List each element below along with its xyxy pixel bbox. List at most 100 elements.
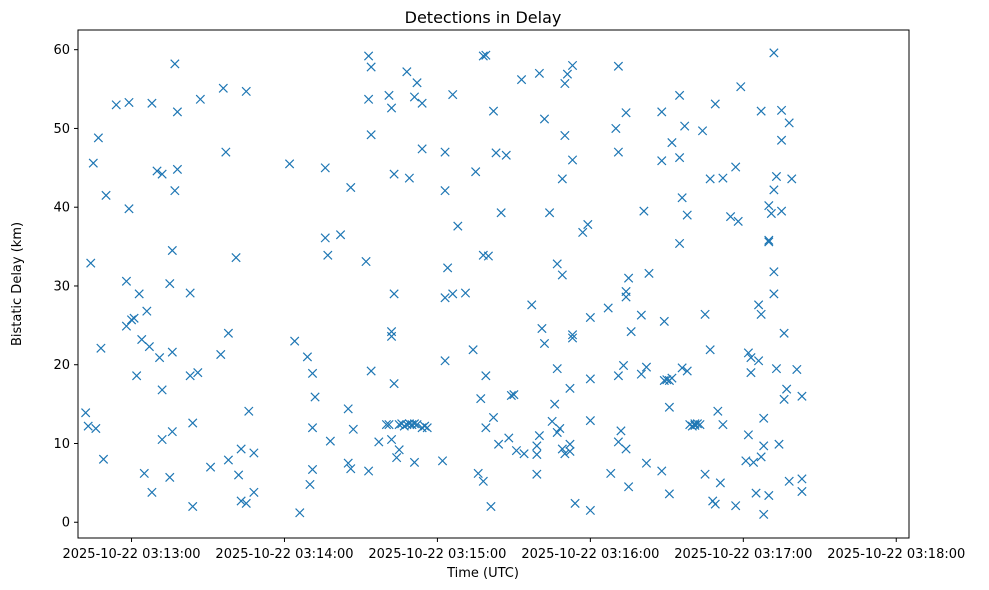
data-point [417, 144, 427, 154]
data-point [223, 328, 234, 338]
data-point [756, 309, 766, 319]
data-point [442, 263, 453, 273]
data-point [124, 97, 134, 108]
data-point [302, 352, 313, 362]
data-point [700, 309, 710, 319]
data-point [460, 288, 471, 298]
data-point [493, 439, 504, 449]
data-point [769, 289, 779, 299]
data-point [124, 204, 134, 214]
data-point [320, 233, 330, 243]
data-point [532, 469, 542, 479]
data-point [764, 235, 774, 245]
data-point [170, 59, 180, 69]
data-point [486, 501, 496, 512]
data-point [231, 252, 241, 263]
data-point [249, 448, 259, 458]
data-point [674, 152, 685, 163]
data-point [157, 385, 167, 395]
data-point [363, 94, 374, 104]
data-point [366, 62, 376, 72]
data-point [172, 164, 183, 175]
data-point [409, 419, 420, 429]
data-point [585, 505, 595, 516]
data-point [527, 300, 537, 310]
data-point [504, 433, 514, 443]
data-point [478, 51, 488, 61]
data-point [565, 383, 575, 393]
data-point [223, 455, 234, 465]
data-point [555, 423, 565, 434]
data-point [374, 437, 384, 447]
data-point [363, 466, 374, 476]
data-point [680, 121, 690, 131]
data-point [468, 345, 478, 355]
data-point [290, 336, 300, 346]
data-point [381, 419, 392, 430]
data-point [748, 457, 759, 468]
data-point [756, 106, 766, 116]
data-point [705, 174, 715, 184]
data-point [343, 404, 353, 414]
data-point [759, 509, 769, 519]
data-point [323, 250, 333, 260]
y-axis-label: Bistatic Delay (km) [10, 222, 25, 346]
data-point [402, 67, 412, 77]
data-point [519, 449, 529, 459]
data-point [361, 256, 371, 267]
data-point [167, 427, 177, 437]
data-point [562, 69, 573, 79]
data-point [710, 499, 720, 509]
data-point [731, 501, 741, 511]
data-point [440, 186, 450, 196]
data-point [506, 390, 516, 401]
data-point [346, 182, 356, 193]
data-point [759, 441, 769, 451]
data-point [697, 126, 708, 136]
data-point [677, 363, 687, 373]
data-point [132, 371, 142, 381]
data-point [121, 321, 132, 331]
data-point [705, 345, 715, 355]
data-point [776, 206, 787, 216]
x-tick-label: 2025-10-22 03:14:00 [215, 547, 353, 562]
data-point [366, 130, 376, 140]
data-point [188, 418, 198, 428]
data-point [567, 60, 578, 71]
data-point [386, 331, 397, 341]
data-point [532, 441, 542, 451]
data-point [481, 423, 491, 433]
data-point [759, 413, 769, 423]
data-point [320, 163, 330, 173]
data-point [241, 86, 251, 97]
data-point [606, 468, 616, 479]
data-point [552, 427, 562, 438]
data-point [534, 430, 545, 441]
data-point [511, 445, 522, 456]
data-point [733, 216, 743, 227]
data-point [621, 108, 631, 118]
data-point [664, 489, 675, 499]
data-point [154, 353, 165, 363]
x-tick-label: 2025-10-22 03:15:00 [368, 547, 506, 562]
data-point [623, 273, 634, 283]
data-point [560, 449, 570, 459]
data-point [205, 462, 216, 472]
data-point [695, 419, 705, 430]
data-point [771, 364, 782, 374]
data-point [453, 221, 463, 231]
data-point [700, 469, 710, 479]
data-point [769, 185, 779, 195]
data-point [233, 470, 244, 480]
data-point [188, 501, 198, 512]
y-tick-label: 0 [62, 516, 70, 531]
data-point [534, 68, 545, 78]
data-point [167, 347, 177, 357]
data-point [782, 384, 792, 394]
data-point [86, 258, 96, 268]
data-point [583, 219, 593, 230]
x-axis: 2025-10-22 03:13:00 2025-10-22 03:14:00 20… [62, 538, 965, 562]
data-point [713, 406, 723, 416]
data-point [674, 90, 685, 100]
